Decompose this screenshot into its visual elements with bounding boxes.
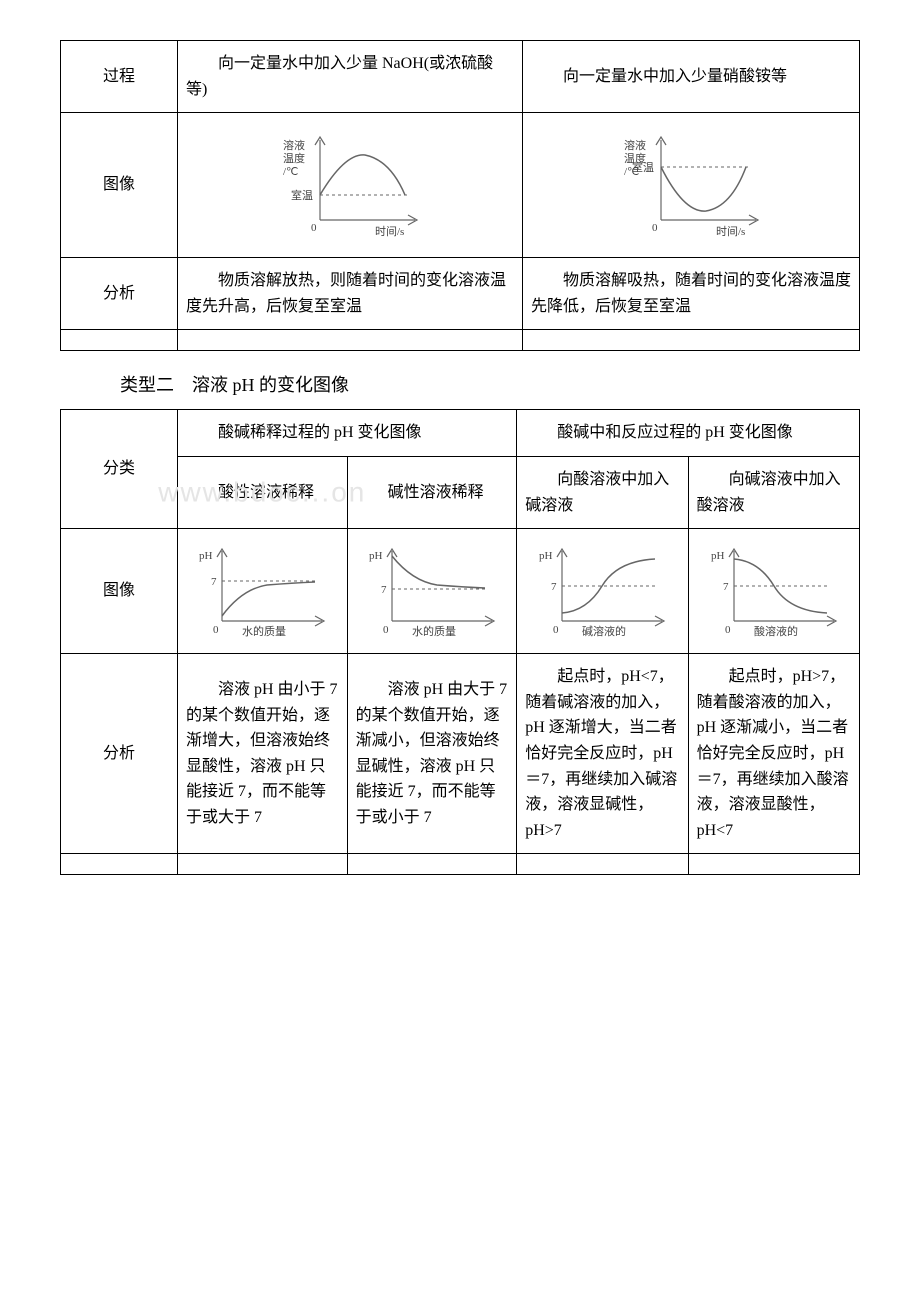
svg-text:pH: pH: [199, 550, 213, 562]
ph-graph-3: pH 7 0 碱溶液的: [517, 529, 688, 654]
svg-text:0: 0: [311, 222, 317, 234]
row-label-analysis: 分析: [61, 654, 178, 854]
table-row: 分析 溶液 pH 由小于 7 的某个数值开始，逐渐增大，但溶液始终显酸性，溶液 …: [61, 654, 860, 854]
ph-graph-2: pH 7 0 水的质量: [347, 529, 517, 654]
analysis-cell-1: 溶液 pH 由小于 7 的某个数值开始，逐渐增大，但溶液始终显酸性，溶液 pH …: [178, 654, 348, 854]
table-row: [61, 330, 860, 351]
svg-text:7: 7: [723, 581, 729, 593]
graph-exothermic: 溶液 温度 /℃ 室温 0 时间/s: [178, 113, 523, 258]
table-row: 分析 物质溶解放热，则随着时间的变化溶液温度先升高，后恢复至室温 物质溶解吸热，…: [61, 258, 860, 330]
svg-text:室温: 室温: [291, 188, 313, 202]
row-label-category: 分类: [61, 410, 178, 529]
svg-text:水的质量: 水的质量: [242, 624, 286, 638]
empty-cell: [61, 854, 178, 875]
ph-graph-1: pH 7 0 水的质量: [178, 529, 348, 654]
graph-endothermic: 溶液 温度 /℃ 室温 0 时间/s: [522, 113, 859, 258]
svg-text:温度: 温度: [283, 151, 305, 165]
analysis-cell-3: 起点时，pH<7，随着碱溶液的加入，pH 逐渐增大，当二者恰好完全反应时，pH＝…: [517, 654, 688, 854]
process-cell-1: 向一定量水中加入少量 NaOH(或浓硫酸等): [178, 41, 523, 113]
svg-text:0: 0: [725, 624, 731, 636]
svg-text:0: 0: [652, 222, 658, 234]
empty-cell: [688, 854, 859, 875]
empty-cell: [522, 330, 859, 351]
svg-text:pH: pH: [539, 550, 553, 562]
sub1-text: 酸性溶液稀释: [186, 484, 314, 501]
analysis-cell-2: 溶液 pH 由大于 7 的某个数值开始，逐渐减小，但溶液始终显碱性，溶液 pH …: [347, 654, 517, 854]
svg-text:7: 7: [551, 581, 557, 593]
svg-text:0: 0: [383, 624, 389, 636]
table-row: 分类 酸碱稀释过程的 pH 变化图像 酸碱中和反应过程的 pH 变化图像: [61, 410, 860, 457]
sub-header-4: 向碱溶液中加入酸溶液: [688, 456, 859, 528]
svg-text:7: 7: [211, 576, 217, 588]
svg-text:溶液: 溶液: [624, 138, 646, 152]
row-label-graph: 图像: [61, 113, 178, 258]
ph-graph-4: pH 7 0 酸溶液的: [688, 529, 859, 654]
empty-cell: [347, 854, 517, 875]
process-cell-2: 向一定量水中加入少量硝酸铵等: [522, 41, 859, 113]
svg-text:室温: 室温: [632, 160, 654, 174]
ph-table: 分类 酸碱稀释过程的 pH 变化图像 酸碱中和反应过程的 pH 变化图像 酸性溶…: [60, 409, 860, 875]
empty-cell: [178, 330, 523, 351]
svg-text:碱溶液的: 碱溶液的: [582, 624, 626, 638]
svg-text:水的质量: 水的质量: [412, 624, 456, 638]
empty-cell: [178, 854, 348, 875]
analysis-cell-4: 起点时，pH>7，随着酸溶液的加入，pH 逐渐减小，当二者恰好完全反应时，pH＝…: [688, 654, 859, 854]
row-label-graph: 图像: [61, 529, 178, 654]
section-title: 类型二 溶液 pH 的变化图像: [120, 371, 860, 397]
table-row: 酸性溶液稀释 www.bdoc...on 碱性溶液稀释 向酸溶液中加入碱溶液 向…: [61, 456, 860, 528]
table-row: [61, 854, 860, 875]
row-label-process: 过程: [61, 41, 178, 113]
sub-header-2: 碱性溶液稀释: [347, 456, 517, 528]
sub-header-1: 酸性溶液稀释 www.bdoc...on: [178, 456, 348, 528]
svg-text:0: 0: [553, 624, 559, 636]
svg-text:/℃: /℃: [283, 166, 298, 178]
group-header-1: 酸碱稀释过程的 pH 变化图像: [178, 410, 517, 457]
svg-text:pH: pH: [369, 550, 383, 562]
empty-cell: [517, 854, 688, 875]
empty-cell: [61, 330, 178, 351]
table-row: 图像 pH 7 0 水的质量: [61, 529, 860, 654]
svg-text:7: 7: [381, 584, 387, 596]
temperature-table: 过程 向一定量水中加入少量 NaOH(或浓硫酸等) 向一定量水中加入少量硝酸铵等…: [60, 40, 860, 351]
svg-text:溶液: 溶液: [283, 138, 305, 152]
category-label: 分类: [103, 460, 135, 477]
analysis-cell-1: 物质溶解放热，则随着时间的变化溶液温度先升高，后恢复至室温: [178, 258, 523, 330]
svg-text:酸溶液的: 酸溶液的: [754, 624, 798, 638]
table-row: 过程 向一定量水中加入少量 NaOH(或浓硫酸等) 向一定量水中加入少量硝酸铵等: [61, 41, 860, 113]
table-row: 图像 溶液 温度 /℃ 室温 0 时间/s: [61, 113, 860, 258]
svg-text:时间/s: 时间/s: [375, 225, 404, 238]
analysis-cell-2: 物质溶解吸热，随着时间的变化溶液温度先降低，后恢复至室温: [522, 258, 859, 330]
group-header-2: 酸碱中和反应过程的 pH 变化图像: [517, 410, 860, 457]
sub-header-3: 向酸溶液中加入碱溶液: [517, 456, 688, 528]
svg-text:0: 0: [213, 624, 219, 636]
svg-text:时间/s: 时间/s: [716, 225, 745, 238]
row-label-analysis: 分析: [61, 258, 178, 330]
svg-text:pH: pH: [711, 550, 725, 562]
